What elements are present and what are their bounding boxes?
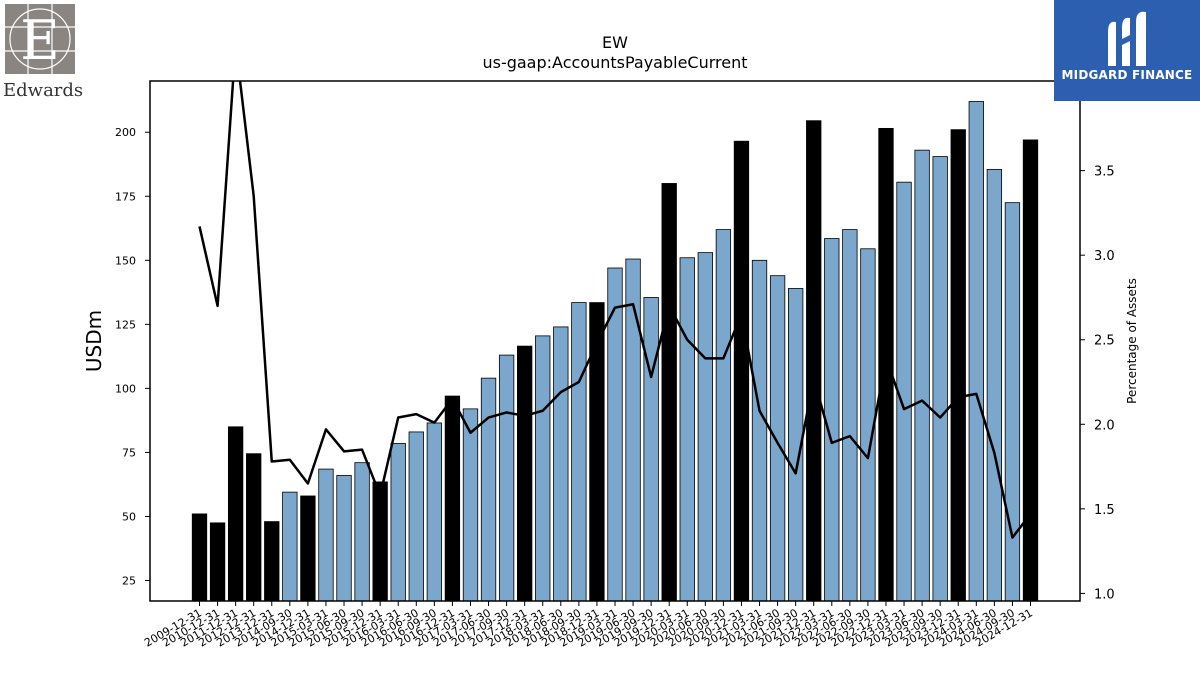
- bar-2019-03-31: [607, 267, 623, 601]
- bar-2021-12-31: [806, 120, 822, 601]
- y2-axis-label: Percentage of Assets: [1125, 278, 1139, 404]
- bar-2020-03-31: [679, 257, 695, 601]
- chart-subtitle: us-gaap:AccountsPayableCurrent: [482, 53, 747, 72]
- y2-tick-label: 1.5: [1094, 503, 1115, 518]
- bar-2024-06-30: [986, 168, 1003, 601]
- bar-2015-03-31: [318, 468, 334, 601]
- bar-2018-09-30: [571, 302, 587, 601]
- x-axis: 2009-12-312010-12-312011-12-312012-12-31…: [142, 601, 1035, 650]
- percentage-of-assets-line: [198, 81, 1032, 539]
- bar-2011-12-31: [227, 426, 244, 601]
- bar-2023-12-31: [950, 129, 966, 601]
- edwards-logo-mark: E: [5, 4, 75, 74]
- bar-2018-03-31: [535, 335, 551, 601]
- y-tick-label: 100: [115, 382, 136, 395]
- bar-2009-12-31: [191, 513, 208, 601]
- bar-2015-09-30: [354, 462, 370, 601]
- line-series-layer: [198, 81, 1032, 539]
- bar-2018-12-31: [589, 302, 605, 601]
- bar-2019-09-30: [643, 297, 659, 601]
- bar-2010-12-31: [209, 522, 226, 601]
- bar-2016-09-30: [426, 422, 443, 601]
- y-tick-label: 75: [122, 446, 136, 459]
- bar-2022-03-31: [824, 238, 840, 601]
- y2-tick-label: 1.0: [1094, 587, 1115, 602]
- bar-2024-12-31: [1022, 139, 1039, 601]
- bar-2024-09-30: [1004, 202, 1021, 601]
- bar-2019-06-30: [625, 258, 641, 601]
- y-axis-label: USDm: [82, 310, 106, 372]
- y-tick-label: 125: [115, 318, 136, 331]
- edwards-logo-text: Edwards: [3, 80, 84, 101]
- bar-2022-06-30: [842, 229, 858, 601]
- y-tick-label: 175: [115, 190, 136, 203]
- bar-2012-12-31: [246, 453, 262, 601]
- bar-2021-06-30: [769, 275, 786, 601]
- y2-tick-label: 3.0: [1094, 249, 1115, 264]
- midgard-logo-text: MIDGARD FINANCE: [1061, 68, 1193, 82]
- bar-2015-06-30: [336, 475, 352, 601]
- bar-2017-12-31: [517, 345, 533, 601]
- bar-series: [191, 101, 1039, 601]
- bar-2016-03-31: [390, 443, 406, 601]
- bar-2018-06-30: [553, 326, 569, 601]
- y2-tick-label: 3.5: [1094, 165, 1115, 180]
- bar-2019-12-31: [661, 183, 677, 601]
- bar-2017-09-30: [498, 354, 515, 601]
- bar-2024-03-31: [968, 101, 984, 601]
- bar-2020-09-30: [715, 229, 732, 601]
- y-tick-label: 25: [122, 575, 136, 588]
- bar-2014-09-30: [282, 491, 298, 601]
- bar-2014-12-31: [300, 495, 316, 601]
- bar-2020-12-31: [733, 140, 750, 601]
- bar-2023-06-30: [914, 149, 930, 601]
- bar-2017-03-31: [462, 408, 479, 601]
- bar-2015-12-31: [372, 481, 388, 601]
- bar-2016-06-30: [408, 431, 424, 601]
- bar-2023-09-30: [932, 156, 948, 601]
- edwards-logo: E Edwards: [3, 4, 83, 101]
- y2-tick-label: 2.0: [1094, 418, 1115, 433]
- midgard-finance-logo: MIDGARD FINANCE: [1054, 0, 1200, 101]
- bar-2017-06-30: [480, 377, 497, 601]
- bar-2021-03-31: [751, 259, 768, 601]
- y2-tick-label: 2.5: [1094, 334, 1115, 349]
- y-tick-label: 200: [115, 126, 136, 139]
- y-axis-left: 25 50 75 100 125 150 175 200: [115, 126, 150, 588]
- chart-title: EW: [602, 33, 628, 52]
- bar-2020-06-30: [697, 252, 713, 601]
- bar-2016-12-31: [444, 395, 461, 601]
- svg-text:E: E: [20, 9, 59, 72]
- bar-2021-09-30: [788, 288, 804, 601]
- y-tick-label: 150: [115, 254, 136, 267]
- bar-2013-12-31: [264, 521, 280, 601]
- midgard-logo-mark: [1108, 11, 1146, 66]
- y-tick-label: 50: [122, 510, 136, 523]
- y-axis-right: 1.0 1.5 2.0 2.5 3.0 3.5: [1080, 165, 1115, 602]
